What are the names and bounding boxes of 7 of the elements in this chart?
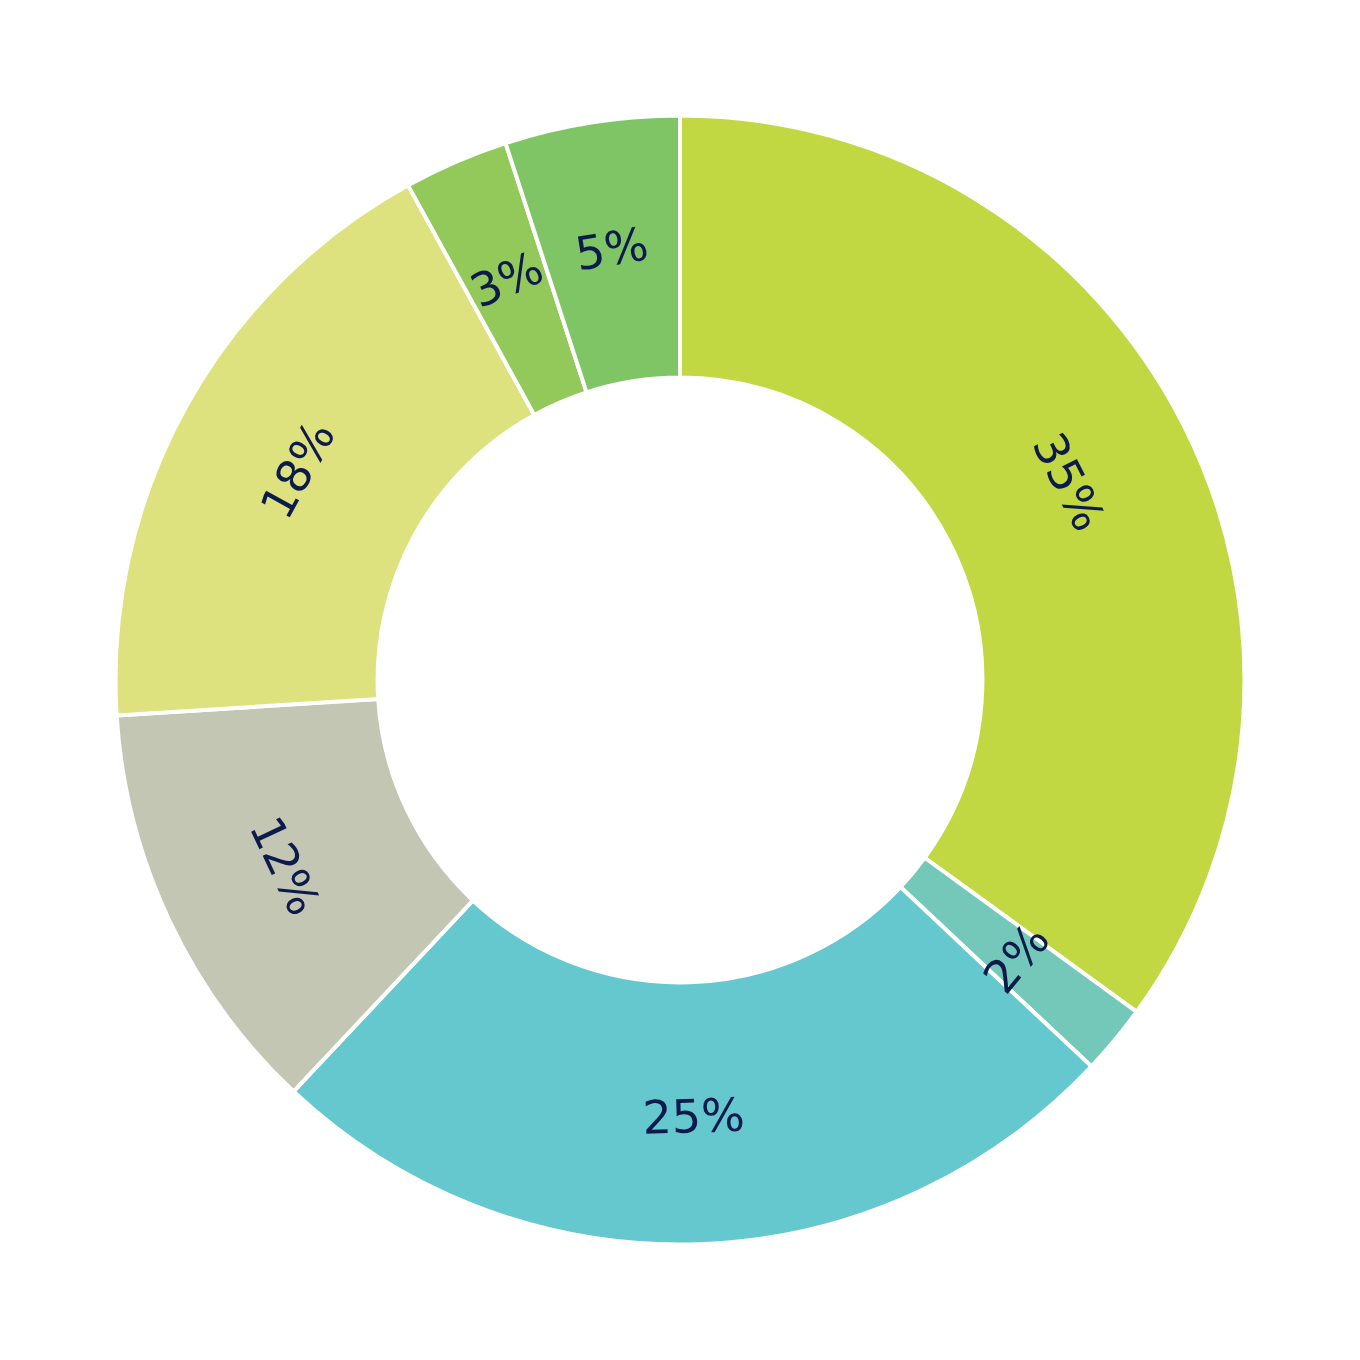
data-label: 5% [571,216,652,282]
data-label: 35% [1021,424,1117,540]
data-label: 2% [972,912,1061,1004]
data-label: 25% [641,1087,746,1145]
data-label: 3% [462,240,551,319]
data-label: 18% [249,411,346,528]
data-label: 12% [238,808,332,924]
